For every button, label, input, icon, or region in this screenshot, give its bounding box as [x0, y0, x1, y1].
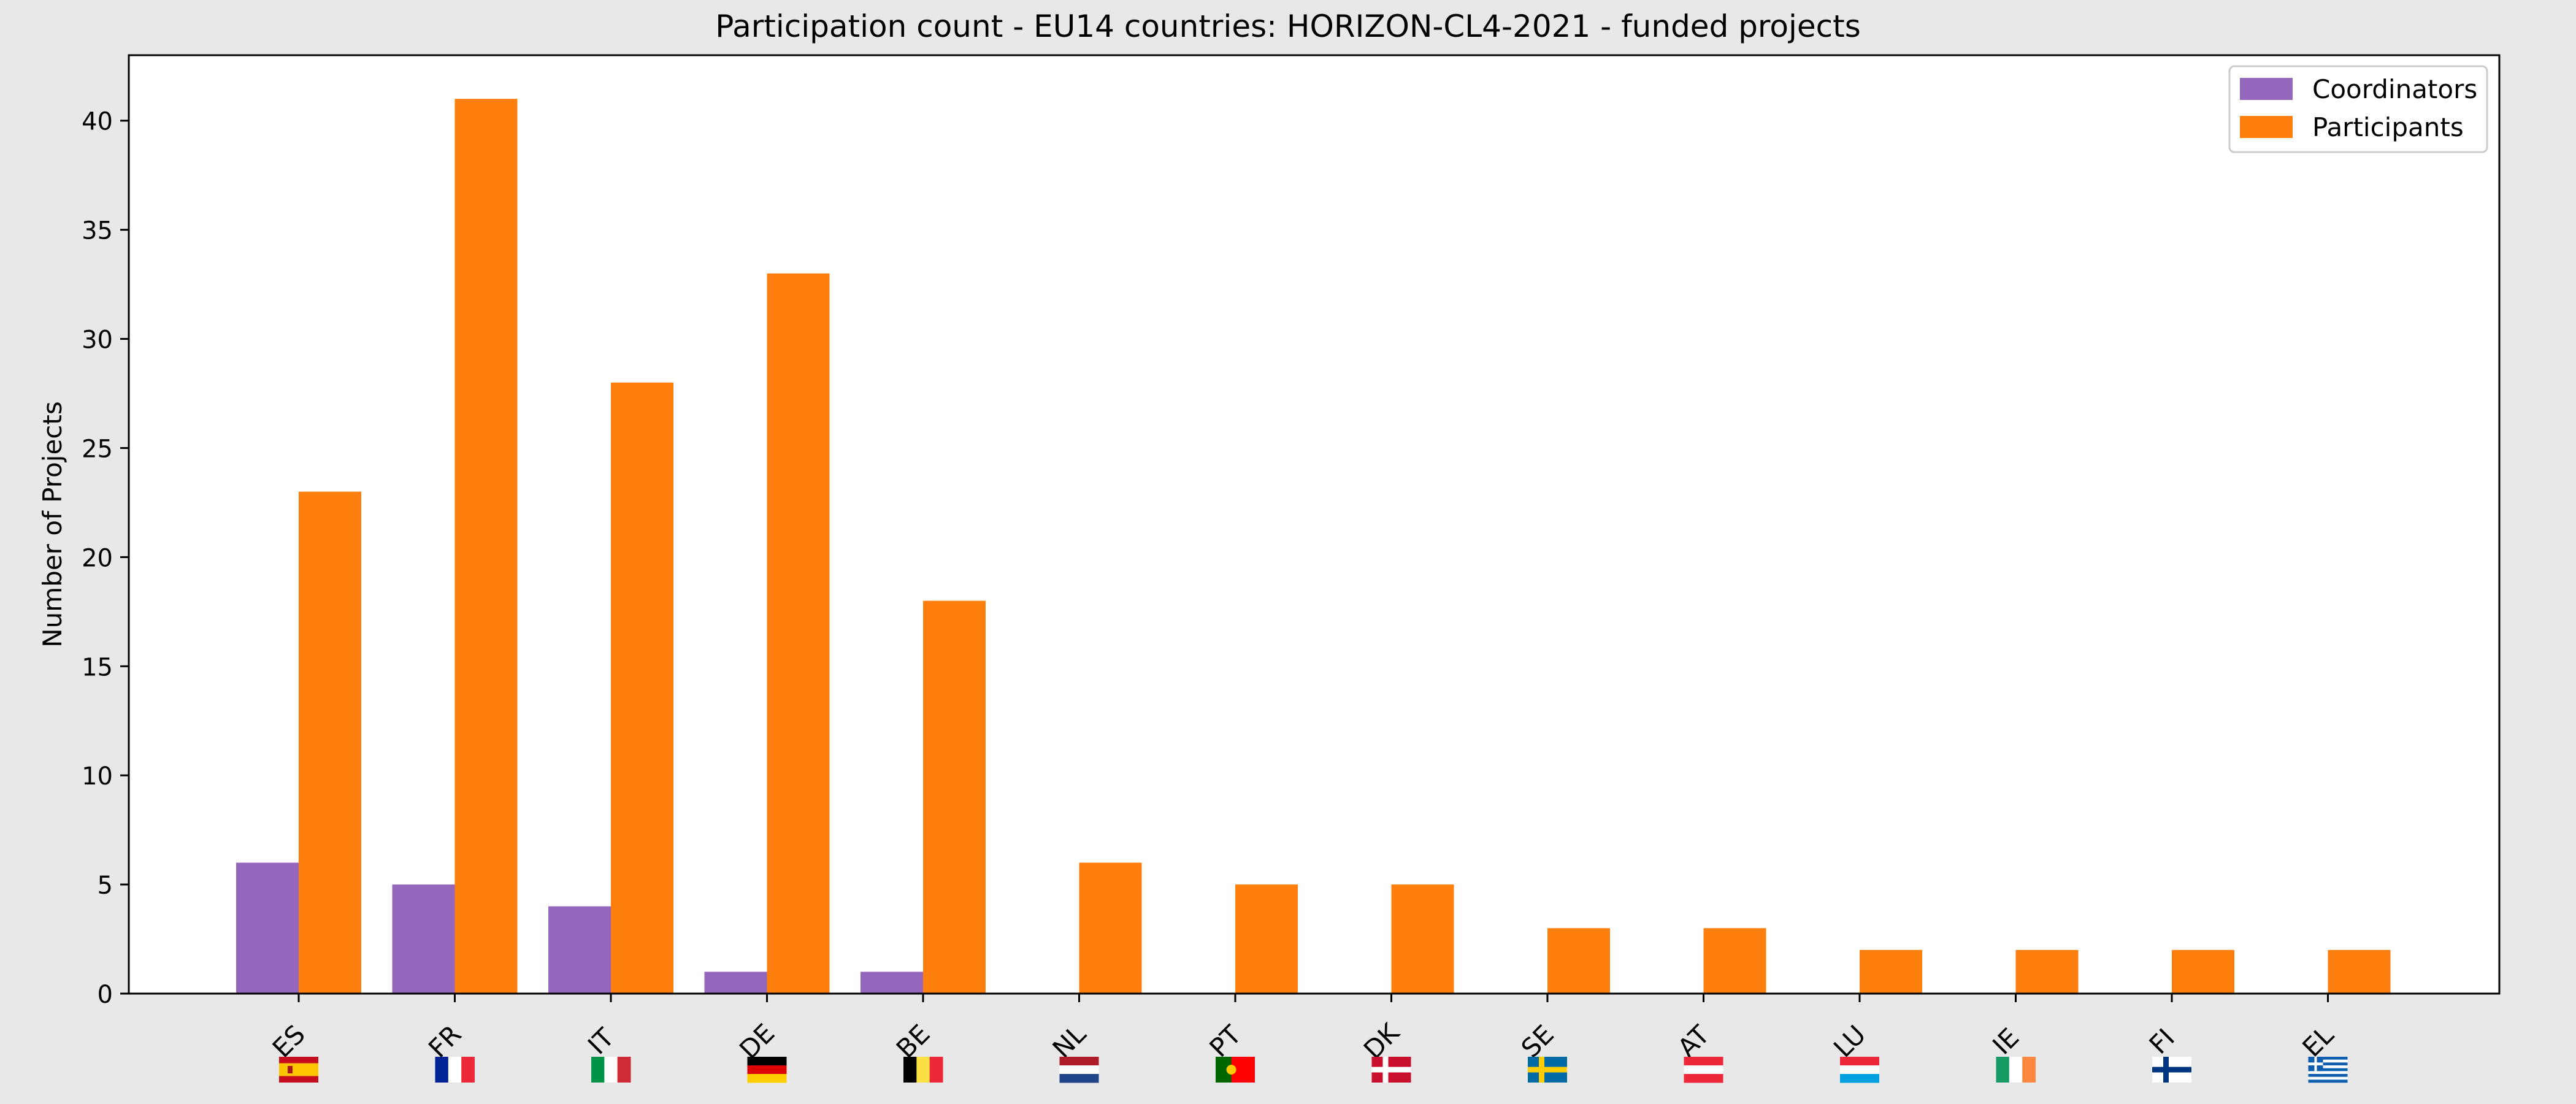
- flag-dk-icon: [1371, 1057, 1411, 1083]
- bar-participants-se: [1547, 928, 1610, 994]
- chart-title: Participation count - EU14 countries: HO…: [715, 9, 1861, 44]
- bar-participants-es: [299, 491, 361, 994]
- bar-participants-el: [2328, 949, 2391, 994]
- flag-el-icon: [2308, 1057, 2348, 1083]
- bars-layer: [236, 99, 2391, 994]
- bar-participants-be: [923, 600, 986, 994]
- bar-participants-nl: [1079, 862, 1142, 994]
- flag-ie-icon: [1996, 1057, 2036, 1083]
- y-tick-label: 20: [82, 544, 113, 572]
- y-tick-label: 35: [82, 217, 113, 245]
- y-tick-label: 25: [82, 435, 113, 463]
- plot-frame: [128, 54, 2501, 995]
- flag-lu-icon: [1840, 1057, 1879, 1083]
- flag-row: [279, 1057, 2348, 1083]
- bar-participants-at: [1703, 928, 1766, 994]
- flag-se-icon: [1528, 1057, 1567, 1083]
- bar-coordinators-de: [704, 972, 767, 994]
- legend-box: [2228, 65, 2488, 153]
- flag-it-icon: [591, 1057, 631, 1083]
- bar-participants-ie: [2015, 949, 2079, 994]
- flag-pt-icon: [1216, 1057, 1255, 1083]
- y-tick-label: 10: [82, 762, 113, 791]
- bar-participants-fi: [2172, 949, 2234, 994]
- y-axis-label: Number of Projects: [37, 401, 67, 647]
- y-tick-label: 30: [82, 326, 113, 355]
- bar-participants-dk: [1391, 884, 1454, 994]
- bar-participants-fr: [454, 99, 518, 994]
- y-tick-label: 5: [98, 872, 113, 900]
- legend-swatch-participants: [2240, 116, 2293, 138]
- legend-swatch-coordinators: [2240, 78, 2293, 100]
- y-axis: 0 5 10 15 20 25 30 35 40: [82, 108, 129, 1009]
- bar-participants-pt: [1235, 884, 1298, 994]
- bar-coordinators-it: [548, 906, 611, 994]
- y-tick-label: 15: [82, 653, 113, 681]
- bar-participants-it: [611, 382, 673, 994]
- y-tick-label: 40: [82, 108, 113, 136]
- flag-nl-icon: [1059, 1057, 1099, 1083]
- y-tick-label: 0: [98, 981, 113, 1009]
- flag-es-icon: [279, 1057, 318, 1083]
- legend: Coordinators Participants: [2228, 65, 2488, 153]
- flag-at-icon: [1684, 1057, 1723, 1083]
- flag-fr-icon: [435, 1057, 475, 1083]
- flag-de-icon: [747, 1057, 787, 1083]
- bar-participants-lu: [1860, 949, 1922, 994]
- plot-area: [129, 55, 2499, 994]
- bar-coordinators-fr: [392, 884, 455, 994]
- bar-coordinators-be: [861, 972, 923, 994]
- legend-label-coordinators: Coordinators: [2312, 74, 2477, 104]
- flag-fi-icon: [2152, 1057, 2191, 1083]
- bar-participants-de: [767, 273, 830, 994]
- flag-be-icon: [903, 1057, 943, 1083]
- bar-coordinators-es: [236, 862, 299, 994]
- legend-label-participants: Participants: [2312, 112, 2464, 142]
